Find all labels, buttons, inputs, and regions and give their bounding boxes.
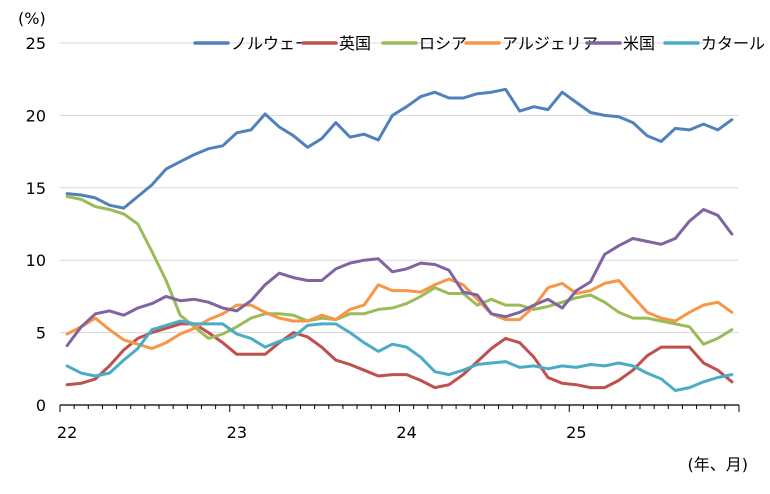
y-axis-tick-labels: 0 5 10 15 20 25 bbox=[26, 34, 46, 415]
x-tick-label-year: 24 bbox=[396, 423, 416, 442]
legend-item: カタール bbox=[663, 34, 765, 53]
legend-label: ロシア bbox=[419, 34, 467, 53]
x-axis: 22 23 24 25 bbox=[57, 404, 740, 442]
y-tick-label: 25 bbox=[26, 34, 46, 53]
legend-item: 米国 bbox=[585, 34, 655, 53]
series-2 bbox=[65, 195, 734, 346]
y-tick-label: 10 bbox=[26, 251, 46, 270]
legend-label: アルジェリア bbox=[502, 34, 598, 53]
x-tick-label-year: 23 bbox=[227, 423, 247, 442]
series-line bbox=[65, 208, 734, 348]
legend-label: 米国 bbox=[623, 34, 655, 53]
series-3 bbox=[65, 277, 734, 350]
legend: ノルウェー 英国 ロシア アルジェリア 米国 カタール bbox=[193, 34, 765, 53]
y-tick-label: 5 bbox=[36, 324, 46, 343]
series-line bbox=[65, 87, 734, 210]
y-axis-unit-label: (%) bbox=[18, 9, 46, 28]
x-axis-unit-label: (年、月) bbox=[688, 455, 749, 474]
y-tick-label: 0 bbox=[36, 396, 46, 415]
series-line bbox=[65, 322, 734, 390]
legend-item: 英国 bbox=[301, 34, 371, 53]
x-tick-label-year: 22 bbox=[57, 423, 77, 442]
series-5 bbox=[65, 319, 734, 392]
legend-item: ノルウェー bbox=[193, 34, 311, 53]
series-0 bbox=[65, 87, 734, 210]
legend-item: ロシア bbox=[381, 34, 467, 53]
legend-label: ノルウェー bbox=[231, 34, 311, 53]
series-1 bbox=[65, 322, 734, 390]
y-tick-label: 20 bbox=[26, 106, 46, 125]
legend-label: カタール bbox=[701, 34, 765, 53]
legend-label: 英国 bbox=[339, 34, 371, 53]
series-line bbox=[65, 277, 734, 350]
series-line bbox=[65, 319, 734, 392]
series-4 bbox=[65, 208, 734, 348]
series-lines bbox=[65, 87, 734, 392]
legend-item: アルジェリア bbox=[464, 34, 598, 53]
series-line bbox=[65, 195, 734, 346]
x-tick-label-year: 25 bbox=[566, 423, 586, 442]
y-tick-label: 15 bbox=[26, 179, 46, 198]
